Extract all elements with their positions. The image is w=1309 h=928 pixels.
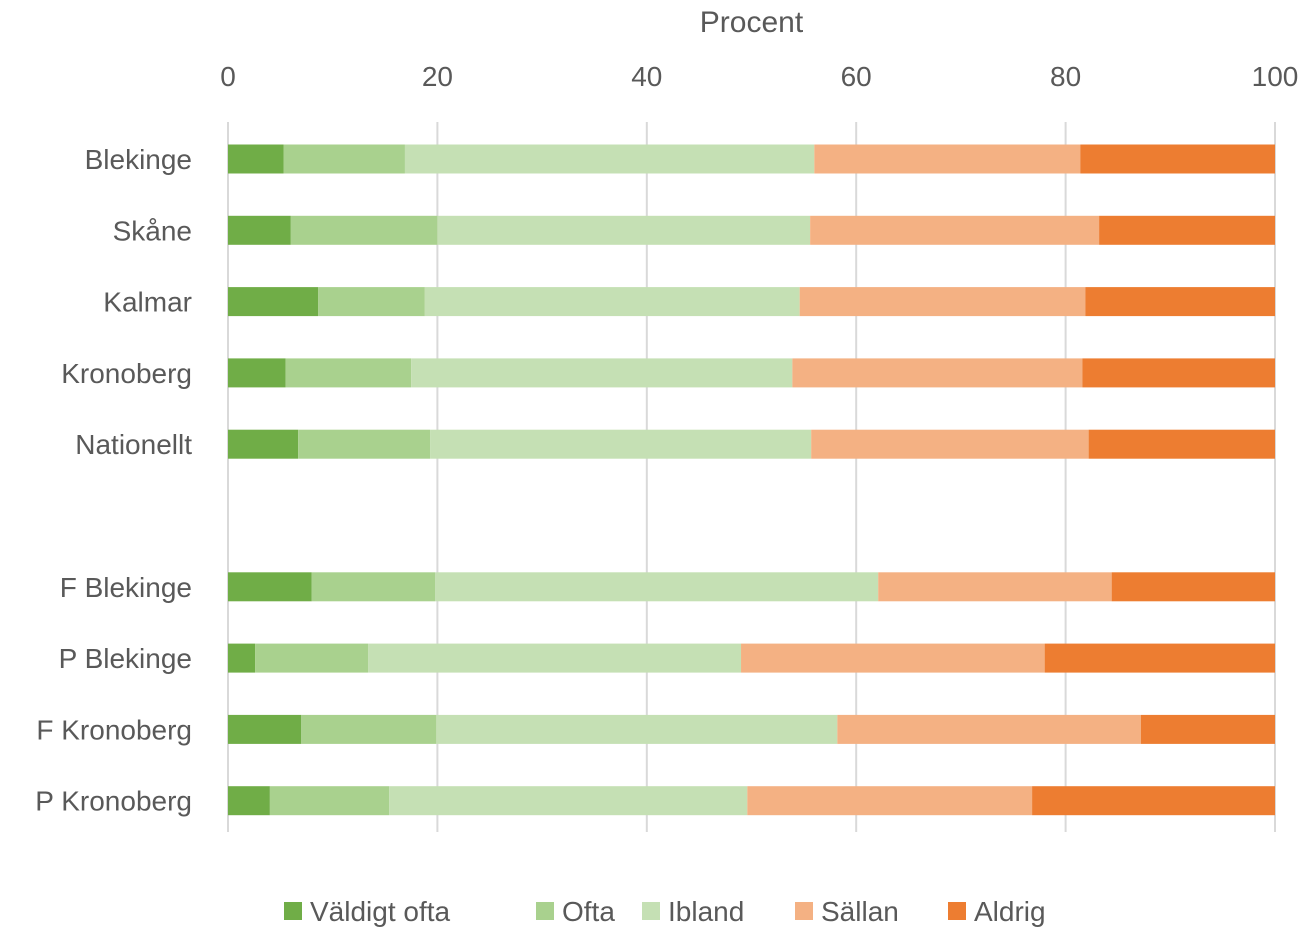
- bar-segment: [1099, 215, 1275, 245]
- bar-segment: [1111, 572, 1275, 602]
- bar-segment: [228, 786, 270, 816]
- x-tick-label: 0: [220, 61, 236, 92]
- bar-segment: [747, 786, 1033, 816]
- x-tick-label: 40: [631, 61, 662, 92]
- legend-item: Ofta: [536, 896, 615, 927]
- bar-segment: [878, 572, 1112, 602]
- category-label: Nationellt: [75, 429, 192, 460]
- bar-segment: [290, 215, 438, 245]
- bar-segment: [228, 429, 299, 459]
- bar-segment: [1080, 144, 1275, 174]
- x-tick-label: 60: [841, 61, 872, 92]
- bar-segment: [285, 358, 412, 388]
- bar-segment: [837, 714, 1141, 744]
- bars: [228, 144, 1275, 816]
- legend-swatch: [642, 902, 660, 920]
- bar-segment: [228, 643, 256, 673]
- bar-segment: [298, 429, 431, 459]
- legend-swatch: [948, 902, 966, 920]
- bar-segment: [301, 714, 437, 744]
- category-label: Kalmar: [103, 287, 192, 318]
- x-tick-label: 80: [1050, 61, 1081, 92]
- legend-item: Ibland: [642, 896, 744, 927]
- bar-segment: [741, 643, 1045, 673]
- bar-segment: [318, 287, 425, 317]
- legend-label: Sällan: [821, 896, 899, 927]
- category-label: Blekinge: [85, 144, 192, 175]
- legend-swatch: [536, 902, 554, 920]
- bar-segment: [269, 786, 390, 816]
- x-tick-labels: 0 20 40 60 80 100: [220, 61, 1298, 92]
- category-label: P Kronoberg: [35, 786, 192, 817]
- category-label: F Kronoberg: [36, 714, 192, 745]
- legend-item: Sällan: [795, 896, 899, 927]
- bar-segment: [228, 572, 312, 602]
- legend-label: Aldrig: [974, 896, 1046, 927]
- category-labels: Blekinge Skåne Kalmar Kronoberg Nationellt F …: [35, 144, 192, 817]
- category-label: Kronoberg: [61, 358, 192, 389]
- bar-segment: [792, 358, 1083, 388]
- x-axis-title: Procent: [700, 6, 804, 39]
- bar-segment: [1032, 786, 1275, 816]
- category-label: P Blekinge: [59, 643, 192, 674]
- bar-segment: [811, 429, 1089, 459]
- legend-item: Aldrig: [948, 896, 1046, 927]
- bar-segment: [1044, 643, 1275, 673]
- bar-segment: [1082, 358, 1275, 388]
- category-label: Skåne: [113, 215, 192, 246]
- legend-label: Ibland: [668, 896, 744, 927]
- bar-segment: [228, 215, 291, 245]
- bar-segment: [810, 215, 1100, 245]
- bar-segment: [311, 572, 436, 602]
- bar-segment: [404, 144, 815, 174]
- bar-segment: [368, 643, 742, 673]
- bar-segment: [1140, 714, 1275, 744]
- bar-segment: [255, 643, 369, 673]
- legend: Väldigt ofta Ofta Ibland Sällan Aldrig: [284, 896, 1046, 927]
- legend-label: Väldigt ofta: [310, 896, 451, 927]
- legend-item: Väldigt ofta: [284, 896, 451, 927]
- bar-segment: [814, 144, 1081, 174]
- bar-segment: [424, 287, 800, 317]
- legend-swatch: [284, 902, 302, 920]
- bar-segment: [1085, 287, 1275, 317]
- bar-segment: [436, 714, 838, 744]
- bar-segment: [283, 144, 405, 174]
- bar-segment: [228, 287, 319, 317]
- bar-segment: [435, 572, 879, 602]
- bar-segment: [228, 144, 284, 174]
- bar-segment: [430, 429, 812, 459]
- bar-segment: [228, 358, 286, 388]
- bar-segment: [1088, 429, 1275, 459]
- bar-segment: [228, 714, 302, 744]
- bar-segment: [411, 358, 793, 388]
- bar-segment: [389, 786, 748, 816]
- bar-segment: [799, 287, 1086, 317]
- x-tick-label: 100: [1252, 61, 1299, 92]
- legend-swatch: [795, 902, 813, 920]
- bar-segment: [437, 215, 811, 245]
- category-label: F Blekinge: [60, 572, 192, 603]
- legend-label: Ofta: [562, 896, 615, 927]
- x-tick-label: 20: [422, 61, 453, 92]
